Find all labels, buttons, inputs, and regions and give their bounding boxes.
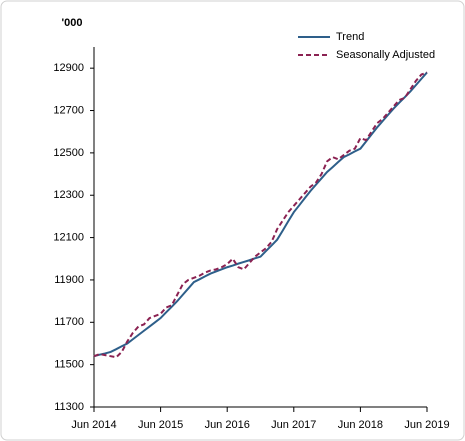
- y-tick-label: 12700: [53, 104, 84, 116]
- y-tick-label: 11500: [54, 359, 84, 371]
- x-tick-label: Jun 2014: [71, 419, 116, 431]
- series-line: [93, 71, 428, 358]
- series-line: [93, 71, 428, 359]
- legend-label: Seasonally Adjusted: [336, 49, 435, 61]
- y-tick-label: 11900: [54, 274, 84, 286]
- y-tick-label: 11700: [54, 316, 84, 328]
- x-tick-label: Jun 2019: [404, 419, 449, 431]
- y-tick-label: 12100: [53, 231, 84, 243]
- legend-label: Trend: [336, 31, 364, 43]
- y-tick-label: 12900: [53, 62, 84, 74]
- x-tick-label: Jun 2015: [138, 419, 183, 431]
- x-tick-label: Jun 2016: [205, 419, 250, 431]
- y-tick-label: 11300: [54, 401, 84, 413]
- x-tick-label: Jun 2017: [271, 419, 316, 431]
- x-tick-label: Jun 2018: [338, 419, 383, 431]
- y-tick-label: 12300: [53, 189, 84, 201]
- y-tick-label: 12500: [53, 147, 84, 159]
- y-unit-label: '000: [62, 17, 83, 29]
